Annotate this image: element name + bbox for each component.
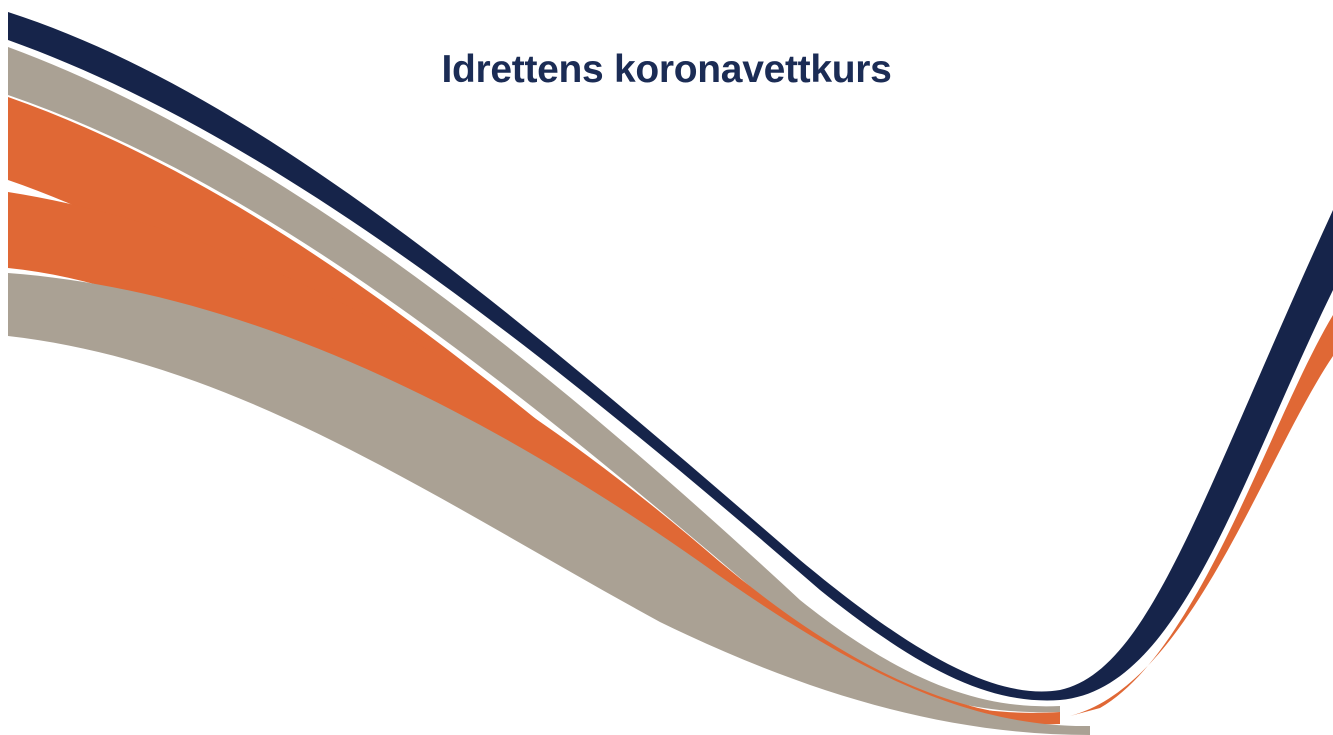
gray-band-bottom — [8, 273, 1090, 735]
navy-band — [8, 12, 1333, 701]
slide-title: Idrettens koronavettkurs — [441, 48, 892, 91]
orange-band-top — [8, 97, 1060, 719]
gray-band-top — [8, 47, 1060, 713]
